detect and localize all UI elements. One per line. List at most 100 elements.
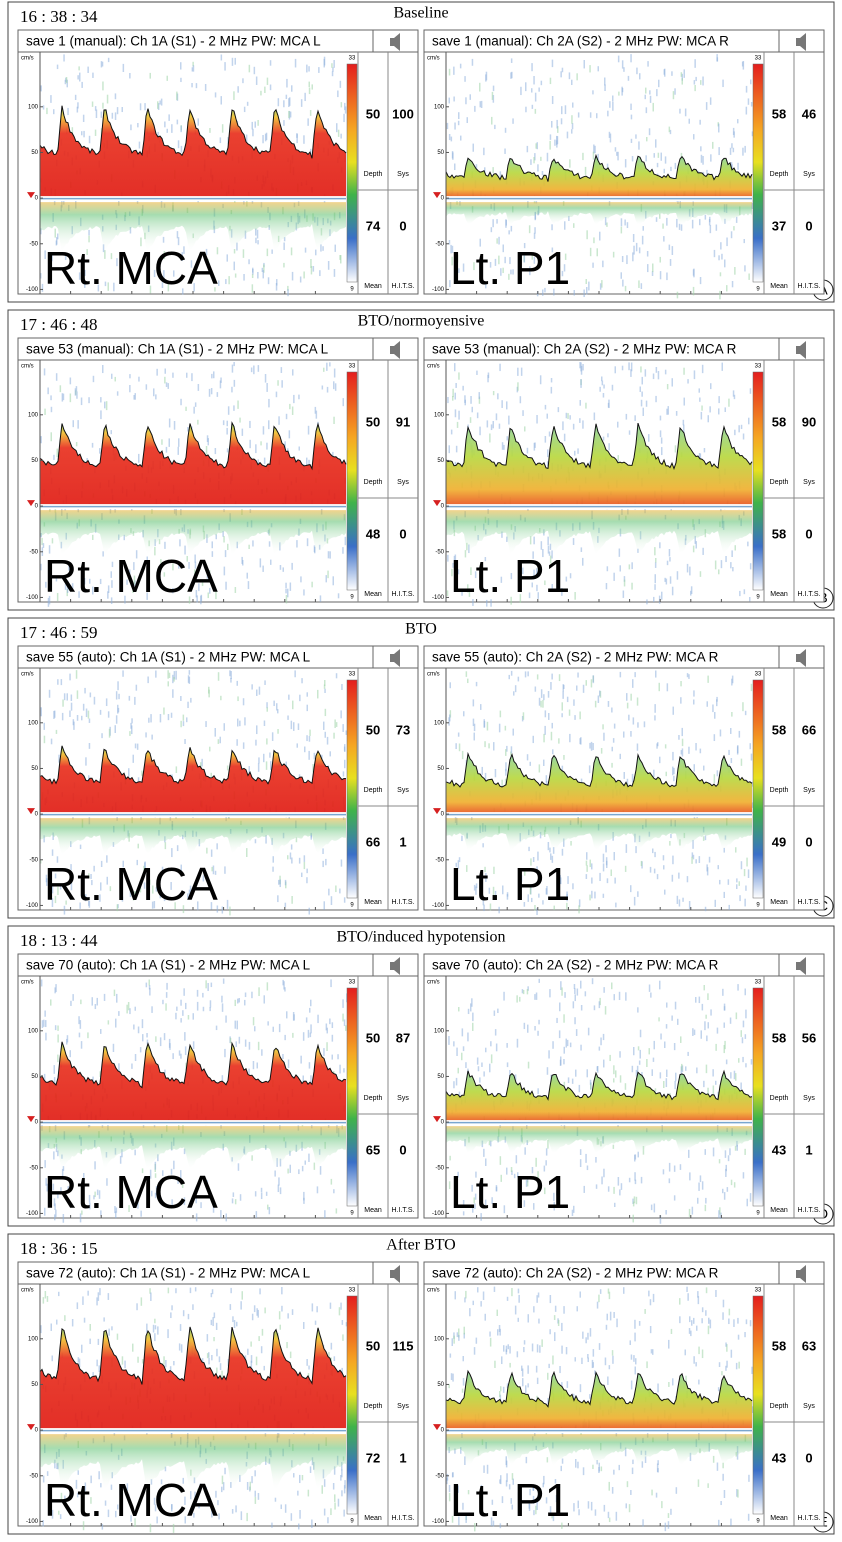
speckle <box>602 724 604 729</box>
y-tick-label: -50 <box>435 549 444 555</box>
speckle <box>328 261 330 270</box>
speckle <box>243 742 245 748</box>
speckle <box>646 107 648 113</box>
speckle <box>566 1039 568 1048</box>
speckle <box>603 385 605 389</box>
speckle <box>313 266 315 272</box>
vessel-label: Rt. MCA <box>44 858 218 910</box>
speckle <box>129 1008 131 1014</box>
speckle <box>281 380 283 387</box>
speckle <box>139 142 141 149</box>
speckle <box>533 1306 535 1312</box>
speckle <box>705 1149 707 1155</box>
speckle <box>479 83 481 92</box>
panel: 16 : 38 : 34BaselineAsave 1 (manual): Ch… <box>8 2 834 302</box>
speckle <box>574 1017 576 1024</box>
speckle <box>750 563 752 569</box>
speckle <box>458 112 460 119</box>
speckle <box>116 715 118 723</box>
speckle <box>154 1319 156 1324</box>
speckle <box>334 269 336 277</box>
speckle <box>724 1490 726 1498</box>
speckle <box>453 1336 455 1344</box>
speckle <box>303 272 305 279</box>
speckle <box>518 1318 520 1322</box>
color-scale <box>347 64 357 282</box>
speckle <box>232 1509 234 1514</box>
speckle <box>614 1203 616 1207</box>
speckle <box>646 1059 648 1067</box>
speckle <box>688 747 690 754</box>
speckle <box>203 1007 205 1011</box>
speckle <box>291 858 293 864</box>
speckle <box>702 77 704 86</box>
speckle <box>670 259 672 266</box>
speckle <box>116 994 118 1003</box>
speckle <box>593 675 595 683</box>
speckle <box>503 1387 505 1393</box>
channel-header-text: save 53 (manual): Ch 2A (S2) - 2 MHz PW:… <box>432 342 737 357</box>
speckle <box>447 555 449 562</box>
speckle <box>292 701 294 710</box>
speckle <box>634 1320 636 1329</box>
axis-unit: cm/s <box>21 980 34 986</box>
speckle <box>493 421 495 428</box>
panel-title: After BTO <box>386 1237 455 1254</box>
speckle <box>737 163 739 170</box>
speckle <box>255 1497 257 1504</box>
speckle <box>177 845 179 851</box>
speckle <box>137 744 139 750</box>
speckle <box>669 841 671 846</box>
speckle <box>607 1377 609 1385</box>
speckle <box>737 119 739 123</box>
speckle <box>505 128 507 133</box>
speckle <box>168 1288 170 1294</box>
speckle <box>501 400 503 408</box>
speckle <box>748 418 750 425</box>
speckle <box>720 242 722 249</box>
speckle <box>487 420 489 427</box>
speckle <box>240 1301 242 1309</box>
speckle <box>738 1335 740 1340</box>
speckle <box>344 897 346 902</box>
speckle <box>476 371 478 375</box>
speckle <box>291 248 293 256</box>
speckle <box>706 102 708 110</box>
speckle <box>659 214 661 219</box>
speckle <box>735 1073 737 1081</box>
speckle <box>465 1062 467 1068</box>
hits-value: 0 <box>399 1142 406 1157</box>
speckle <box>613 252 615 258</box>
speckle <box>129 731 131 736</box>
speckle <box>208 687 210 694</box>
speckle <box>344 103 346 110</box>
speckle <box>122 670 124 676</box>
speckle <box>524 1023 526 1029</box>
speckle <box>501 780 503 787</box>
speckle <box>635 1358 637 1364</box>
speckle <box>233 1192 235 1197</box>
speckle <box>618 1177 620 1186</box>
speckle <box>594 146 596 153</box>
speckle <box>169 419 171 428</box>
speckle <box>293 722 295 731</box>
speckle <box>262 566 264 572</box>
speckle <box>580 1292 582 1298</box>
speckle <box>228 276 230 284</box>
speckle <box>506 401 508 409</box>
speckle <box>455 393 457 400</box>
speckle <box>493 86 495 91</box>
speckle <box>50 95 52 103</box>
speckle <box>141 1297 143 1305</box>
speckle <box>589 1394 591 1399</box>
speckle <box>453 1041 455 1046</box>
speckle <box>734 1071 736 1080</box>
speckle <box>191 83 193 87</box>
speckle <box>308 426 310 435</box>
speckle <box>291 896 293 904</box>
speckle <box>493 742 495 750</box>
speckle <box>447 590 449 596</box>
speckle <box>99 448 101 454</box>
speckle <box>594 892 596 899</box>
mean-value: 74 <box>366 218 381 233</box>
